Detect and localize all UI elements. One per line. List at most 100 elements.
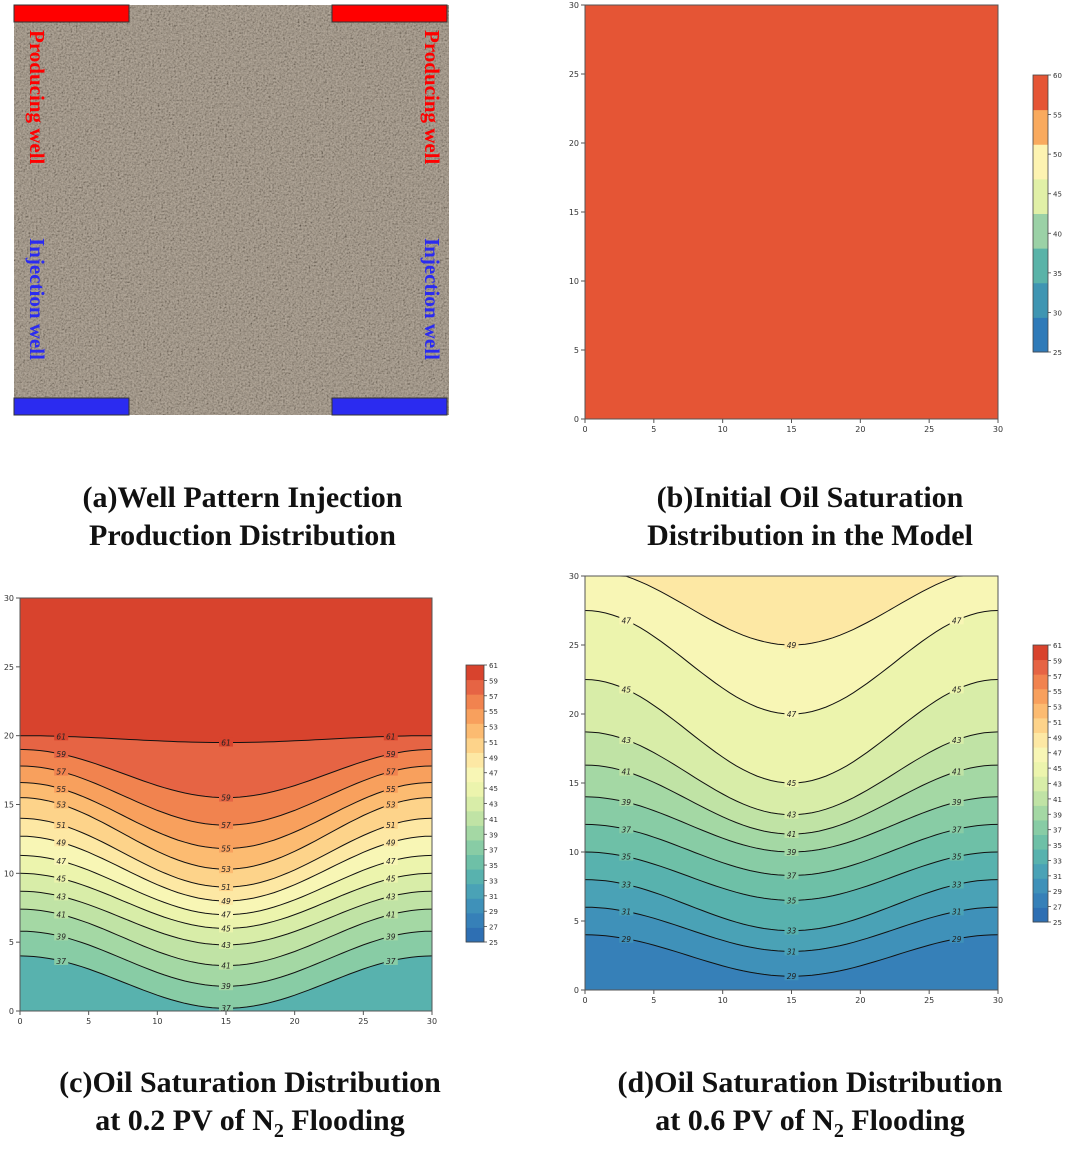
x-tick-label: 25 <box>358 1017 368 1026</box>
contour-label-bg <box>619 797 634 807</box>
contour-label-bg <box>784 895 799 905</box>
plot-frame-top-d <box>584 575 999 991</box>
heatmap-fill <box>585 5 998 419</box>
colorbar-swatch <box>1033 747 1048 763</box>
contour-label-bg <box>383 891 398 901</box>
contour-label-bg <box>383 783 398 793</box>
colorbar-tick-label: 57 <box>1053 673 1062 681</box>
contour-label-bg <box>219 895 233 905</box>
x-tick-label: 0 <box>582 996 587 1005</box>
contour-fill-c: 37 37 37 39 39 39 41 41 41 43 43 43 45 45 45 47 47 47 49 49… <box>20 598 432 1011</box>
colorbar-tick-label: 61 <box>489 662 498 670</box>
colorbar-swatch <box>466 810 484 826</box>
caption-a-line1: (a)Well Pattern Injection <box>82 481 403 514</box>
colorbar-tick-label: 39 <box>489 831 498 839</box>
contour-label: 39 <box>221 982 231 991</box>
contour-label: 51 <box>221 883 231 892</box>
contour-label-bg <box>54 749 69 759</box>
contour-label-bg <box>219 1003 233 1011</box>
colorbar-tick-label: 41 <box>489 816 498 824</box>
colorbar-tick-label: 55 <box>489 708 498 716</box>
colorbar-swatch <box>1033 717 1048 733</box>
contour-label: 61 <box>56 732 66 741</box>
contour-label-bg <box>949 797 964 807</box>
contour-label: 37 <box>622 825 632 834</box>
y-tick-label: 10 <box>4 869 14 878</box>
caption-d: (d)Oil Saturation Distribution at 0.6 PV… <box>560 1064 1060 1150</box>
contour-label-bg <box>383 819 398 829</box>
contour-label: 43 <box>952 736 962 745</box>
x-tick-label: 20 <box>855 425 865 434</box>
contour-label: 33 <box>787 927 797 936</box>
colorbar-swatch <box>466 912 484 928</box>
colorbar-frame-b <box>1032 74 1049 353</box>
contour-label: 37 <box>56 957 66 966</box>
x-tick-label: 30 <box>993 425 1003 434</box>
contour-label: 53 <box>221 865 231 874</box>
contour-label-bg <box>383 731 398 741</box>
colorbar-swatch <box>1033 805 1048 821</box>
colorbar-swatch <box>1033 732 1048 748</box>
plot-frame-top-c <box>19 597 433 1012</box>
contour-label-bg <box>619 906 634 916</box>
contour-label-bg <box>54 931 69 941</box>
contour-label-bg <box>383 873 398 883</box>
contour-label: 47 <box>952 616 962 625</box>
contour-label-bg <box>784 829 799 839</box>
caption-c-prefix: at 0.2 PV of N <box>95 1104 274 1137</box>
colorbar-tick-label: 25 <box>489 939 498 947</box>
contour-label-bg <box>784 640 799 649</box>
contour-label: 41 <box>386 911 396 920</box>
contour-label-bg <box>619 684 634 694</box>
contour-label: 33 <box>622 880 632 889</box>
colorbar-tick-label: 29 <box>489 908 498 916</box>
colorbar-tick-label: 53 <box>489 724 498 732</box>
contour-label-bg <box>219 792 233 802</box>
colorbar-tick-label: 45 <box>489 785 498 793</box>
contour-label-bg <box>949 933 964 943</box>
x-tick-label: 30 <box>427 1017 437 1026</box>
contour-label-bg <box>219 843 233 853</box>
contour-band <box>585 576 998 645</box>
contour-label: 47 <box>386 857 396 866</box>
contour-label-bg <box>219 820 233 830</box>
producing-well-right <box>331 4 448 23</box>
colorbar-swatch <box>1033 75 1048 111</box>
injection-well-left <box>13 397 130 416</box>
contour-label-bg <box>54 799 69 809</box>
caption-d-line1: (d)Oil Saturation Distribution <box>617 1066 1003 1099</box>
contour-label-bg <box>784 809 799 819</box>
colorbar-swatch <box>1033 213 1048 249</box>
contour-label: 39 <box>56 932 66 941</box>
contour-label: 51 <box>386 821 396 830</box>
contour-label-bg <box>949 684 964 694</box>
caption-c-line2: at 0.2 PV of N2 Flooding <box>0 1102 500 1150</box>
colorbar-swatch <box>1033 892 1048 908</box>
contour-label-bg <box>949 906 964 916</box>
colorbar-tick-label: 35 <box>489 862 498 870</box>
contour-label: 49 <box>221 897 231 906</box>
caption-c-sub: 2 <box>273 1120 284 1142</box>
y-tick-label: 20 <box>569 139 579 148</box>
colorbar-swatch <box>1033 674 1048 690</box>
contour-label: 41 <box>56 911 66 920</box>
contour-label: 35 <box>952 853 962 862</box>
caption-c-line1: (c)Oil Saturation Distribution <box>59 1066 441 1099</box>
contour-label: 43 <box>386 892 396 901</box>
y-tick-label: 10 <box>569 277 579 286</box>
colorbar-swatch <box>1033 907 1048 923</box>
rock-matrix <box>14 5 449 415</box>
contour-label: 45 <box>56 875 66 884</box>
contour-label-bg <box>54 909 69 919</box>
contour-label: 43 <box>622 736 632 745</box>
colorbar-swatch <box>1033 863 1048 879</box>
contour-label-bg <box>54 837 69 847</box>
contour-label: 31 <box>952 907 962 916</box>
colorbar-tick-label: 61 <box>1053 642 1062 650</box>
contour-label: 39 <box>952 798 962 807</box>
contour-label: 55 <box>56 785 66 794</box>
colorbar-tick-label: 43 <box>489 801 498 809</box>
contour-label: 51 <box>56 821 66 830</box>
contour-label-bg <box>619 879 634 889</box>
